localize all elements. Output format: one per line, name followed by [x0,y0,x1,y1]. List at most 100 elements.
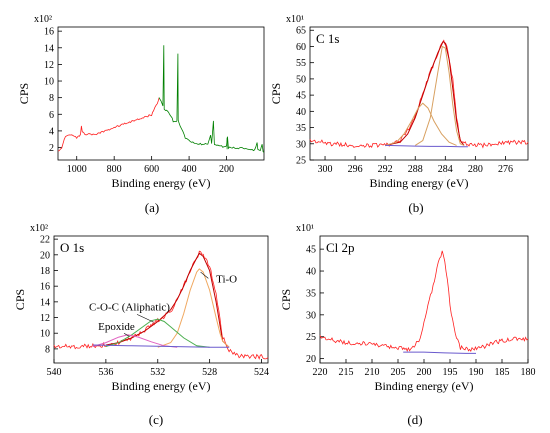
x-tick-label: 528 [202,367,217,378]
y-tick-label: 45 [296,91,306,102]
series-ti-o-line [157,268,230,348]
y-tick-label: 25 [296,156,306,167]
x-axis-label: Binding energy (eV) [374,379,473,393]
y-tick-label: 60 [296,42,306,53]
y-tick-label: 50 [296,74,306,85]
y-tick-label: 30 [306,310,316,321]
y-tick-label: 35 [306,288,316,299]
series-survey-line [158,45,265,153]
y-tick-label: 12 [44,60,54,71]
series-epoxide-line [92,334,178,348]
x-axis-label: Binding energy (eV) [369,176,468,190]
series-raw-line [309,39,529,149]
series-component-2-line [414,45,465,146]
x-tick-label: 195 [443,367,458,378]
y-tick-label: 10 [44,77,54,88]
panel-title: Cl 2p [326,240,355,255]
y-tick-label: 16 [44,27,54,38]
y-tick-label: 8 [49,93,54,104]
x-axis-label: Binding energy (eV) [111,176,210,190]
caption-c: (c) [149,412,163,427]
panel-c: 540 536 532 528 524 8 10 12 14 16 18 20 22 Binding en… [13,223,269,393]
annotation-label: C-O-C (Aliphatic) [89,301,170,313]
y-tick-label: 20 [306,354,316,365]
x-tick-label: 292 [378,164,393,175]
y-tick-label: 20 [40,250,50,261]
y-tick-label: 2 [49,143,54,154]
x-tick-label: 400 [182,164,197,175]
x-tick-label: 296 [348,164,363,175]
x-tick-label: 280 [468,164,483,175]
y-tick-label: 25 [306,332,316,343]
series-background-line [403,351,476,354]
plot-frame [309,26,529,161]
y-tick-label: 14 [40,297,50,308]
x-tick-label: 190 [469,367,484,378]
x-tick-label: 284 [438,164,453,175]
annotation-label: Ti-O [216,273,237,285]
x-tick-label: 532 [150,367,165,378]
series-envelope-line [385,40,465,146]
leader-line [123,332,130,337]
x-tick-label: 200 [219,164,234,175]
series-component-1-line [385,102,457,146]
y-tick-label: 12 [40,313,50,324]
panel-a: 1000 800 600 400 200 2 4 6 8 10 12 14 16 Binding ener… [17,14,265,190]
x-axis-label: Binding energy (eV) [111,379,210,393]
caption-b: (b) [408,200,423,215]
panel-title: C 1s [316,31,339,46]
y-tick-label: 16 [40,282,50,293]
series-background-line [92,344,230,348]
y-axis-label: CPS [17,83,31,104]
y-tick-label: 65 [296,26,306,37]
series-background-line [385,144,468,148]
y-axis-label: CPS [279,289,293,310]
y-tick-label: 45 [306,245,316,256]
caption-d: (d) [407,412,422,427]
y-tick-label: 30 [296,139,306,150]
y-tick-label: 35 [296,123,306,134]
x-tick-label: 600 [144,164,159,175]
y-tick-label: 22 [40,235,50,246]
x-tick-label: 205 [391,367,406,378]
x-tick-label: 210 [365,367,380,378]
y-tick-label: 10 [40,329,50,340]
annotation-label: Epoxide [98,321,135,333]
plot-frame [57,26,265,161]
y-tick-label: 40 [306,267,316,278]
y-tick-label: 18 [40,266,50,277]
y-tick-label: 14 [44,43,54,54]
y-tick-label: 8 [45,344,50,355]
x-tick-label: 200 [417,367,432,378]
y-tick-label: 4 [49,126,54,137]
x-tick-label: 800 [107,164,122,175]
series-envelope-line [105,252,230,348]
leader-line [200,271,209,279]
caption-a: (a) [145,200,159,215]
x-tick-label: 524 [254,367,269,378]
plot-frame [319,235,529,364]
x-tick-label: 288 [408,164,423,175]
panel-b: 300 296 292 288 284 280 276 25 30 35 40 45 50 55 60 65 B… [269,14,529,190]
x-tick-label: 300 [318,164,333,175]
x-tick-label: 215 [339,367,354,378]
series-survey-line [57,97,160,152]
panel-title: O 1s [60,240,84,255]
x-tick-label: 276 [498,164,513,175]
axis-multiplier: x10² [34,14,52,25]
series-raw-line [319,250,529,352]
axis-multiplier: x10¹ [286,14,304,25]
axis-multiplier: x10² [30,223,48,234]
x-tick-label: 220 [313,367,328,378]
y-tick-label: 40 [296,107,306,118]
y-tick-label: 55 [296,58,306,69]
plot-frame [53,235,269,364]
x-tick-label: 180 [521,367,536,378]
x-tick-label: 1000 [67,164,87,175]
x-tick-label: 540 [47,367,62,378]
y-axis-label: CPS [269,83,283,104]
panel-d: 220 215 210 205 200 195 190 185 180 20 25 30 35 40 45 B… [279,223,536,393]
leader-line [136,314,154,323]
y-axis-label: CPS [13,289,27,310]
